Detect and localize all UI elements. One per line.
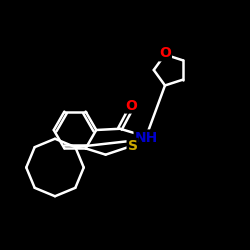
Text: S: S xyxy=(128,139,138,153)
Text: NH: NH xyxy=(134,130,158,144)
Text: O: O xyxy=(125,98,137,112)
Text: O: O xyxy=(159,46,171,60)
